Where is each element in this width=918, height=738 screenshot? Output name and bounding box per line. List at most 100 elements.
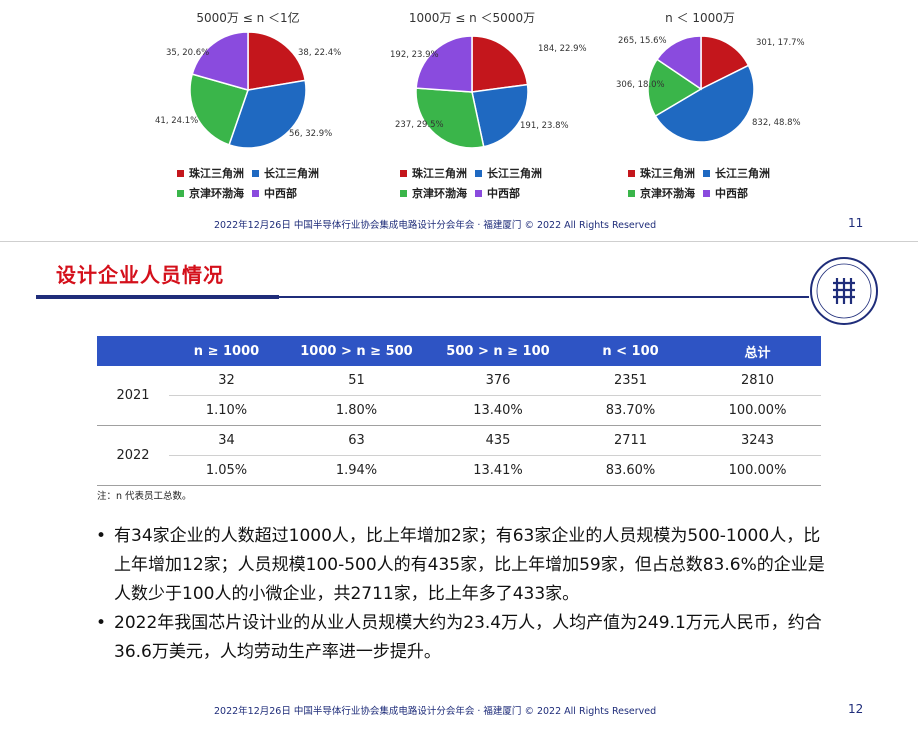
table-cell: 83.60% bbox=[567, 455, 694, 486]
table-cell: 3243 bbox=[694, 425, 821, 456]
legend-swatch bbox=[177, 169, 184, 177]
bullet-text: 2022年我国芯片设计业的从业人员规模大约为23.4万人，人均产值为249.1万… bbox=[114, 613, 822, 662]
pie-chart bbox=[189, 31, 307, 149]
legend-swatch bbox=[703, 189, 710, 197]
page-number: 11 bbox=[848, 216, 864, 230]
title-rule bbox=[279, 296, 809, 298]
pie-slice bbox=[189, 73, 249, 146]
title-underline bbox=[36, 295, 279, 299]
legend-swatch bbox=[628, 189, 635, 197]
legend-swatch bbox=[400, 189, 407, 197]
legend-swatch bbox=[252, 189, 259, 197]
table-cell: 1.05% bbox=[169, 455, 284, 486]
pie-data-label: 265, 15.6% bbox=[618, 36, 667, 46]
pie-slice bbox=[415, 87, 485, 149]
year-cell: 2021 bbox=[97, 366, 169, 426]
table-cell: 51 bbox=[284, 366, 429, 396]
table-header-cell: n < 100 bbox=[567, 336, 694, 366]
bullet-dot-icon: • bbox=[96, 613, 107, 633]
pie-legend: 珠江三角洲 长江三角洲 京津环渤海 中西部 bbox=[628, 163, 778, 203]
legend-swatch bbox=[177, 189, 184, 197]
pie-chart bbox=[647, 35, 755, 143]
table-cell: 435 bbox=[429, 425, 567, 456]
pie-data-label: 35, 20.6% bbox=[166, 48, 210, 58]
pie-data-label: 38, 22.4% bbox=[298, 48, 342, 58]
table-cell: 100.00% bbox=[694, 455, 821, 486]
legend-label: 珠江三角洲 bbox=[189, 167, 244, 180]
legend-swatch bbox=[252, 169, 259, 177]
legend-label: 长江三角洲 bbox=[264, 167, 319, 180]
pie-slice bbox=[471, 83, 529, 148]
table-cell: 13.40% bbox=[429, 395, 567, 426]
legend-swatch bbox=[475, 169, 482, 177]
table-cell: 13.41% bbox=[429, 455, 567, 486]
table-cell: 83.70% bbox=[567, 395, 694, 426]
table-header-cell: 总计 bbox=[694, 336, 821, 366]
table-cell: 2810 bbox=[694, 366, 821, 396]
legend-label: 中西部 bbox=[715, 187, 748, 200]
legend-swatch bbox=[703, 169, 710, 177]
table-row: 1.05% 1.94% 13.41% 83.60% 100.00% bbox=[97, 455, 821, 486]
year-cell: 2022 bbox=[97, 425, 169, 486]
pie-title: 1000万 ≤ n ＜5000万 bbox=[408, 11, 536, 25]
legend-label: 珠江三角洲 bbox=[640, 167, 695, 180]
table-header-cell: 500 > n ≥ 100 bbox=[429, 336, 567, 366]
table-cell: 2351 bbox=[567, 366, 694, 396]
page-title: 设计企业人员情况 bbox=[56, 263, 224, 287]
pie-data-label: 301, 17.7% bbox=[756, 38, 805, 48]
pie-data-label: 191, 23.8% bbox=[520, 121, 569, 131]
footer-text: 2022年12月26日 中国半导体行业协会集成电路设计分会年会 · 福建厦门 ©… bbox=[214, 706, 657, 717]
legend-label: 长江三角洲 bbox=[487, 167, 542, 180]
table-cell: 2711 bbox=[567, 425, 694, 456]
table-row: 1.10% 1.80% 13.40% 83.70% 100.00% bbox=[97, 395, 821, 426]
table-cell: 100.00% bbox=[694, 395, 821, 426]
legend-label: 京津环渤海 bbox=[640, 187, 695, 200]
table-cell: 34 bbox=[169, 425, 284, 456]
page-number: 12 bbox=[848, 702, 864, 716]
table-cell: 376 bbox=[429, 366, 567, 396]
pie-title: 5000万 ≤ n ＜1亿 bbox=[196, 11, 300, 25]
pie-legend: 珠江三角洲 长江三角洲 京津环渤海 中西部 bbox=[400, 163, 550, 203]
pie-slice bbox=[191, 31, 249, 91]
pie-slice bbox=[247, 31, 307, 91]
table-row: 2022 34 63 435 2711 3243 bbox=[97, 425, 821, 486]
bullet-text: 有34家企业的人数超过1000人，比上年增加2家；有63家企业的人员规模为500… bbox=[114, 526, 825, 604]
table-note: 注：n 代表员工总数。 bbox=[97, 491, 192, 502]
legend-label: 长江三角洲 bbox=[715, 167, 770, 180]
footer-text: 2022年12月26日 中国半导体行业协会集成电路设计分会年会 · 福建厦门 ©… bbox=[214, 220, 657, 231]
legend-swatch bbox=[475, 189, 482, 197]
legend-label: 中西部 bbox=[264, 187, 297, 200]
iccad-logo bbox=[810, 257, 878, 325]
pie-slice bbox=[654, 64, 755, 143]
pie-data-label: 192, 23.9% bbox=[390, 50, 439, 60]
pie-data-label: 832, 48.8% bbox=[752, 118, 801, 128]
staff-table: n ≥ 1000 1000 > n ≥ 500 500 > n ≥ 100 n … bbox=[97, 336, 821, 486]
table-row: 2021 32 51 376 2351 2810 bbox=[97, 366, 821, 426]
pie-title: n ＜ 1000万 bbox=[665, 11, 735, 25]
table-cell: 1.10% bbox=[169, 395, 284, 426]
legend-swatch bbox=[628, 169, 635, 177]
bullet-item: • 有34家企业的人数超过1000人，比上年增加2家；有63家企业的人员规模为50… bbox=[94, 522, 830, 609]
bullet-list: • 有34家企业的人数超过1000人，比上年增加2家；有63家企业的人员规模为50… bbox=[94, 522, 830, 667]
legend-swatch bbox=[400, 169, 407, 177]
legend-label: 中西部 bbox=[487, 187, 520, 200]
table-header-cell bbox=[97, 336, 169, 366]
pie-slice bbox=[647, 58, 703, 118]
pie-slice bbox=[415, 35, 473, 93]
legend-label: 京津环渤海 bbox=[412, 187, 467, 200]
pie-slice bbox=[471, 35, 529, 93]
pie-slice bbox=[228, 79, 307, 149]
table-cell: 63 bbox=[284, 425, 429, 456]
bullet-item: • 2022年我国芯片设计业的从业人员规模大约为23.4万人，人均产值为249.1… bbox=[94, 609, 830, 667]
legend-label: 珠江三角洲 bbox=[412, 167, 467, 180]
pie-data-label: 41, 24.1% bbox=[155, 116, 199, 126]
pie-data-label: 306, 18.0% bbox=[616, 80, 665, 90]
table-cell: 1.80% bbox=[284, 395, 429, 426]
pie-slice bbox=[656, 35, 702, 91]
page-divider bbox=[0, 241, 918, 242]
table-header-cell: 1000 > n ≥ 500 bbox=[284, 336, 429, 366]
pie-data-label: 237, 29.5% bbox=[395, 120, 444, 130]
table-header-cell: n ≥ 1000 bbox=[169, 336, 284, 366]
legend-label: 京津环渤海 bbox=[189, 187, 244, 200]
bullet-dot-icon: • bbox=[96, 526, 107, 546]
